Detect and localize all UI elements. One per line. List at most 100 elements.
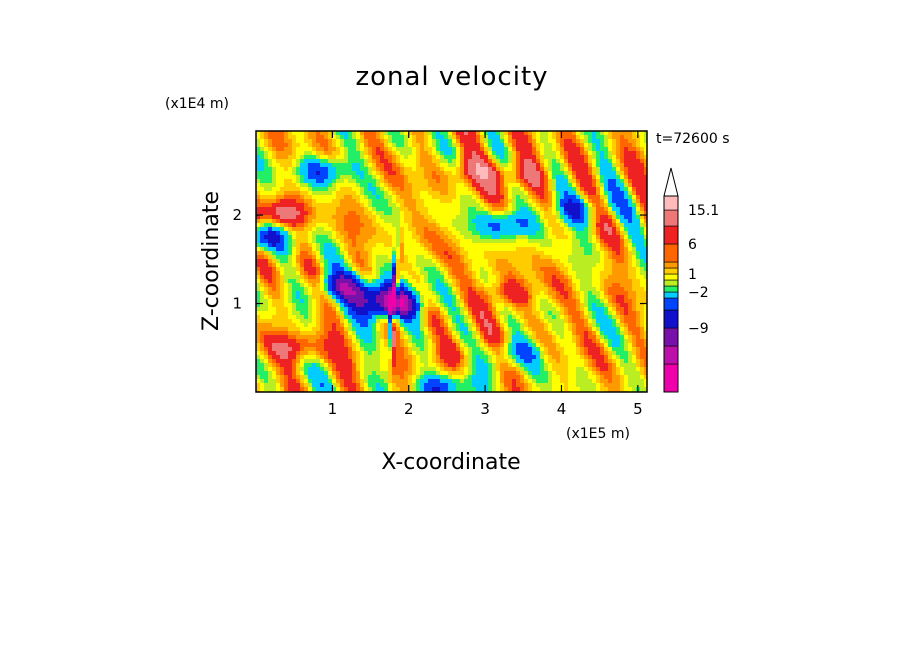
field-cell (420, 307, 424, 311)
field-cell (452, 327, 456, 331)
field-cell (284, 231, 288, 235)
field-cell (504, 275, 508, 279)
field-cell (548, 191, 552, 195)
field-cell (280, 147, 284, 151)
field-cell (452, 311, 456, 315)
field-cell (304, 171, 308, 175)
field-cell (584, 251, 588, 255)
field-cell (264, 243, 268, 247)
field-cell (464, 247, 468, 251)
field-cell (412, 171, 416, 175)
field-cell (288, 223, 292, 227)
field-cell (456, 211, 460, 215)
field-cell (308, 171, 312, 175)
field-cell (632, 299, 636, 303)
field-cell (644, 147, 647, 151)
field-cell (492, 255, 496, 259)
field-cell (368, 319, 372, 323)
field-cell (604, 143, 608, 147)
field-cell (624, 231, 628, 235)
field-cell (376, 299, 380, 303)
field-cell (324, 171, 328, 175)
field-cell (376, 323, 380, 327)
field-cell (300, 211, 304, 215)
field-cell (260, 271, 264, 275)
field-cell (380, 291, 384, 295)
field-cell (532, 291, 536, 295)
field-cell (284, 151, 288, 155)
field-cell (256, 279, 260, 283)
field-cell (392, 215, 396, 219)
field-cell (500, 307, 504, 311)
field-cell (348, 231, 352, 235)
field-cell (296, 143, 300, 147)
field-cell (408, 211, 412, 215)
field-cell (376, 263, 380, 267)
field-cell (348, 327, 352, 331)
field-cell (532, 251, 536, 255)
field-cell (432, 279, 436, 283)
field-cell (596, 163, 600, 167)
field-cell (464, 143, 468, 147)
field-cell (392, 323, 396, 327)
field-cell (372, 259, 376, 263)
field-cell (344, 167, 348, 171)
field-cell (560, 319, 564, 323)
field-cell (392, 247, 396, 251)
field-cell (564, 215, 568, 219)
field-cell (376, 163, 380, 167)
field-cell (256, 299, 260, 303)
field-cell (604, 327, 608, 331)
field-cell (644, 279, 647, 283)
field-cell (564, 251, 568, 255)
field-cell (556, 267, 560, 271)
field-cell (556, 323, 560, 327)
field-cell (328, 303, 332, 307)
field-cell (336, 163, 340, 167)
field-cell (356, 215, 360, 219)
field-cell (332, 307, 336, 311)
field-cell (272, 171, 276, 175)
field-cell (436, 291, 440, 295)
field-cell (420, 135, 424, 139)
field-cell (568, 131, 572, 135)
field-cell (316, 167, 320, 171)
field-cell (612, 187, 616, 191)
field-cell (356, 259, 360, 263)
field-cell (588, 143, 592, 147)
field-cell (304, 303, 308, 307)
field-cell (596, 295, 600, 299)
field-cell (464, 135, 468, 139)
field-cell (596, 183, 600, 187)
field-cell (324, 275, 328, 279)
field-cell (384, 171, 388, 175)
field-cell (592, 271, 596, 275)
field-cell (344, 239, 348, 243)
field-cell (296, 163, 300, 167)
field-cell (464, 171, 468, 175)
field-cell (612, 131, 616, 135)
field-cell (628, 135, 632, 139)
field-cell (372, 331, 376, 335)
field-cell (488, 143, 492, 147)
field-cell (556, 167, 560, 171)
field-cell (300, 159, 304, 163)
field-cell (488, 199, 492, 203)
field-cell (496, 155, 500, 159)
field-cell (640, 167, 644, 171)
field-cell (328, 295, 332, 299)
field-cell (440, 183, 444, 187)
field-cell (360, 211, 364, 215)
field-cell (268, 143, 272, 147)
field-cell (268, 315, 272, 319)
field-cell (340, 231, 344, 235)
field-cell (428, 175, 432, 179)
field-cell (332, 283, 336, 287)
field-cell (444, 295, 448, 299)
field-cell (448, 235, 452, 239)
field-cell (592, 295, 596, 299)
field-cell (544, 231, 548, 235)
field-cell (484, 191, 488, 195)
field-cell (564, 255, 568, 259)
field-cell (496, 227, 500, 231)
